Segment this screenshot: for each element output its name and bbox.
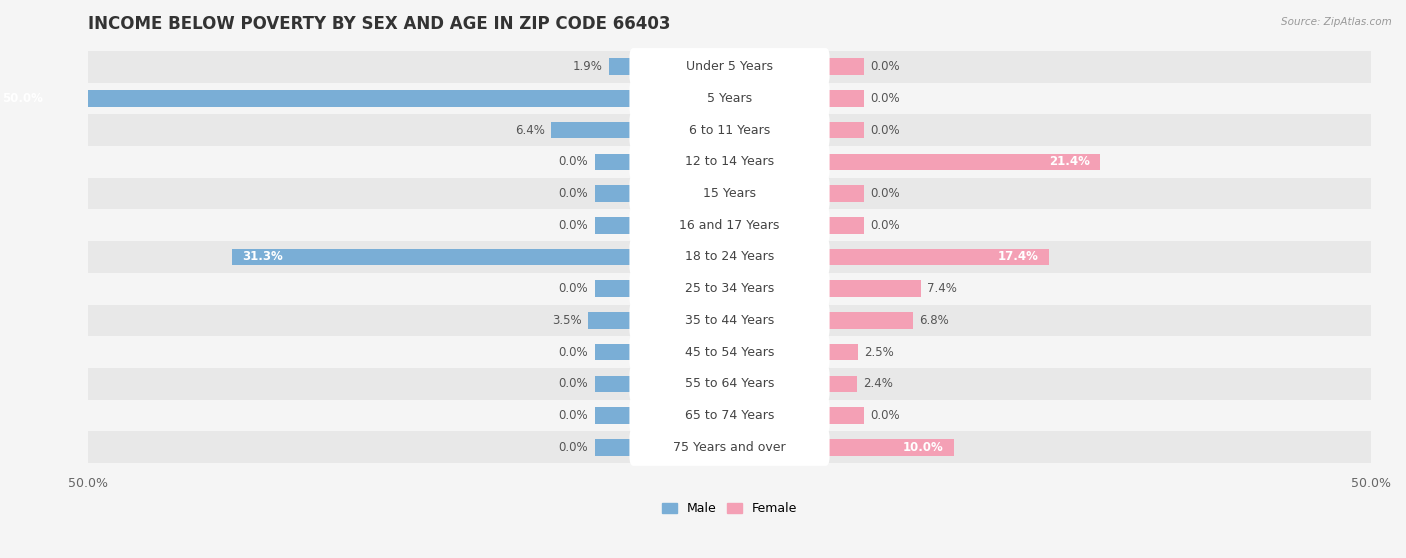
- Text: 3.5%: 3.5%: [553, 314, 582, 327]
- Bar: [825, 185, 865, 202]
- Text: 18 to 24 Years: 18 to 24 Years: [685, 251, 775, 263]
- Text: 0.0%: 0.0%: [558, 219, 588, 232]
- Text: 0.0%: 0.0%: [870, 124, 900, 137]
- Text: 6.8%: 6.8%: [920, 314, 949, 327]
- Text: 0.0%: 0.0%: [870, 60, 900, 73]
- Text: 35 to 44 Years: 35 to 44 Years: [685, 314, 775, 327]
- Bar: [595, 407, 633, 424]
- Text: 0.0%: 0.0%: [558, 155, 588, 169]
- FancyBboxPatch shape: [630, 365, 830, 402]
- Text: 0.0%: 0.0%: [870, 92, 900, 105]
- Text: 6 to 11 Years: 6 to 11 Years: [689, 124, 770, 137]
- FancyBboxPatch shape: [630, 238, 830, 276]
- Bar: [825, 249, 1049, 265]
- Bar: [825, 439, 955, 455]
- Text: 45 to 54 Years: 45 to 54 Years: [685, 345, 775, 359]
- Text: 0.0%: 0.0%: [870, 409, 900, 422]
- Text: 12 to 14 Years: 12 to 14 Years: [685, 155, 775, 169]
- FancyBboxPatch shape: [630, 302, 830, 339]
- Bar: [825, 59, 865, 75]
- Bar: [588, 312, 633, 329]
- Text: 0.0%: 0.0%: [870, 219, 900, 232]
- Bar: [825, 153, 1101, 170]
- Bar: [89, 368, 1371, 400]
- Text: 0.0%: 0.0%: [558, 441, 588, 454]
- Text: 1.9%: 1.9%: [572, 60, 603, 73]
- Bar: [89, 241, 1371, 273]
- Bar: [825, 344, 858, 360]
- Bar: [825, 90, 865, 107]
- Bar: [89, 431, 1371, 463]
- Text: 0.0%: 0.0%: [558, 282, 588, 295]
- Bar: [89, 209, 1371, 241]
- FancyBboxPatch shape: [630, 429, 830, 466]
- Bar: [89, 273, 1371, 305]
- Text: 50.0%: 50.0%: [1, 92, 44, 105]
- Bar: [0, 90, 633, 107]
- Bar: [595, 281, 633, 297]
- Text: 25 to 34 Years: 25 to 34 Years: [685, 282, 775, 295]
- Text: 5 Years: 5 Years: [707, 92, 752, 105]
- Bar: [89, 336, 1371, 368]
- FancyBboxPatch shape: [630, 206, 830, 244]
- Text: 55 to 64 Years: 55 to 64 Years: [685, 377, 775, 391]
- Bar: [825, 281, 921, 297]
- Bar: [89, 146, 1371, 177]
- Bar: [89, 400, 1371, 431]
- Bar: [595, 185, 633, 202]
- Bar: [89, 305, 1371, 336]
- Text: 17.4%: 17.4%: [998, 251, 1039, 263]
- Text: INCOME BELOW POVERTY BY SEX AND AGE IN ZIP CODE 66403: INCOME BELOW POVERTY BY SEX AND AGE IN Z…: [89, 15, 671, 33]
- Bar: [825, 407, 865, 424]
- Bar: [89, 51, 1371, 83]
- FancyBboxPatch shape: [630, 80, 830, 117]
- FancyBboxPatch shape: [630, 175, 830, 212]
- Text: 6.4%: 6.4%: [515, 124, 544, 137]
- FancyBboxPatch shape: [630, 143, 830, 180]
- Bar: [595, 153, 633, 170]
- Text: 10.0%: 10.0%: [903, 441, 943, 454]
- Text: 0.0%: 0.0%: [870, 187, 900, 200]
- FancyBboxPatch shape: [630, 397, 830, 434]
- Bar: [609, 59, 633, 75]
- Text: 0.0%: 0.0%: [558, 377, 588, 391]
- Legend: Male, Female: Male, Female: [657, 498, 801, 521]
- Text: 0.0%: 0.0%: [558, 345, 588, 359]
- FancyBboxPatch shape: [630, 112, 830, 148]
- Bar: [551, 122, 633, 138]
- Text: Source: ZipAtlas.com: Source: ZipAtlas.com: [1281, 17, 1392, 27]
- Text: 2.4%: 2.4%: [863, 377, 893, 391]
- Text: 16 and 17 Years: 16 and 17 Years: [679, 219, 780, 232]
- Bar: [89, 114, 1371, 146]
- Bar: [232, 249, 633, 265]
- FancyBboxPatch shape: [630, 334, 830, 371]
- FancyBboxPatch shape: [630, 48, 830, 85]
- Text: 2.5%: 2.5%: [865, 345, 894, 359]
- Text: 7.4%: 7.4%: [927, 282, 957, 295]
- Bar: [595, 439, 633, 455]
- Bar: [825, 312, 912, 329]
- Bar: [89, 83, 1371, 114]
- Text: Under 5 Years: Under 5 Years: [686, 60, 773, 73]
- FancyBboxPatch shape: [630, 270, 830, 307]
- Bar: [595, 217, 633, 233]
- Bar: [89, 177, 1371, 209]
- Text: 0.0%: 0.0%: [558, 187, 588, 200]
- Text: 75 Years and over: 75 Years and over: [673, 441, 786, 454]
- Text: 31.3%: 31.3%: [242, 251, 283, 263]
- Text: 21.4%: 21.4%: [1049, 155, 1090, 169]
- Bar: [825, 217, 865, 233]
- Bar: [825, 122, 865, 138]
- Text: 65 to 74 Years: 65 to 74 Years: [685, 409, 775, 422]
- Text: 0.0%: 0.0%: [558, 409, 588, 422]
- Bar: [595, 344, 633, 360]
- Bar: [595, 376, 633, 392]
- Text: 15 Years: 15 Years: [703, 187, 756, 200]
- Bar: [825, 376, 856, 392]
